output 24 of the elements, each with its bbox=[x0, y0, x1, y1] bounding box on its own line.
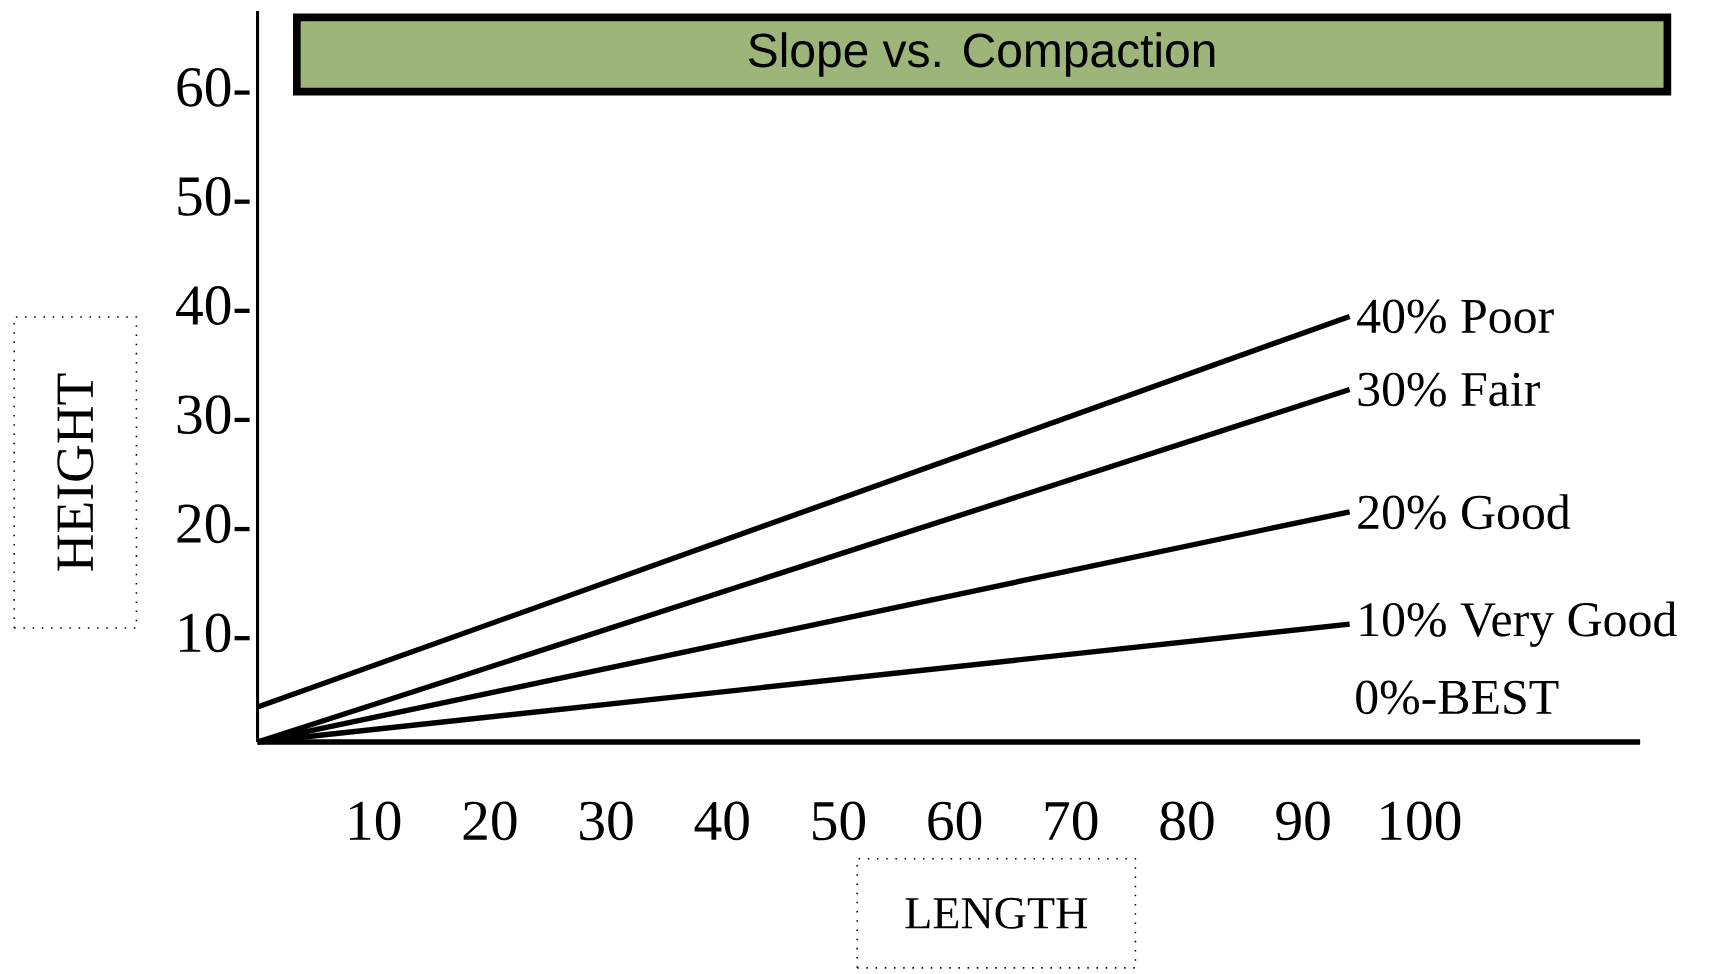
x-tick-label: 20 bbox=[463, 801, 517, 841]
ref-line-label: 0%-BEST bbox=[1356, 680, 1559, 715]
x-tick-label: 30 bbox=[580, 801, 633, 841]
x-tick-label: 10 bbox=[350, 801, 401, 841]
x-tick-label: 60 bbox=[928, 801, 982, 841]
series-label: 30% Fair bbox=[1358, 372, 1540, 407]
series-label: 40% Poor bbox=[1357, 299, 1554, 334]
series-label: 20% Good bbox=[1358, 493, 1571, 530]
y-axis-title: HEIGHT bbox=[57, 373, 94, 571]
x-tick-label: 40 bbox=[694, 801, 749, 841]
chart-title: Slope vs. Compaction bbox=[748, 31, 1215, 77]
x-tick-label: 50 bbox=[813, 801, 866, 841]
x-tick-label: 70 bbox=[1045, 801, 1098, 841]
y-tick-label: 50- bbox=[178, 176, 250, 216]
x-tick-label: 100 bbox=[1381, 801, 1461, 841]
y-tick-label: 30- bbox=[177, 395, 250, 434]
x-tick-label: 90 bbox=[1276, 801, 1330, 841]
x-axis-title: LENGTH bbox=[905, 897, 1087, 929]
y-tick-label: 60- bbox=[177, 67, 250, 107]
x-tick-label: 80 bbox=[1160, 801, 1214, 841]
series-label: 10% Very Good bbox=[1360, 601, 1677, 647]
y-tick-label: 20- bbox=[177, 504, 250, 543]
y-tick-label: 10- bbox=[180, 613, 250, 653]
y-tick-label: 40- bbox=[176, 285, 250, 325]
